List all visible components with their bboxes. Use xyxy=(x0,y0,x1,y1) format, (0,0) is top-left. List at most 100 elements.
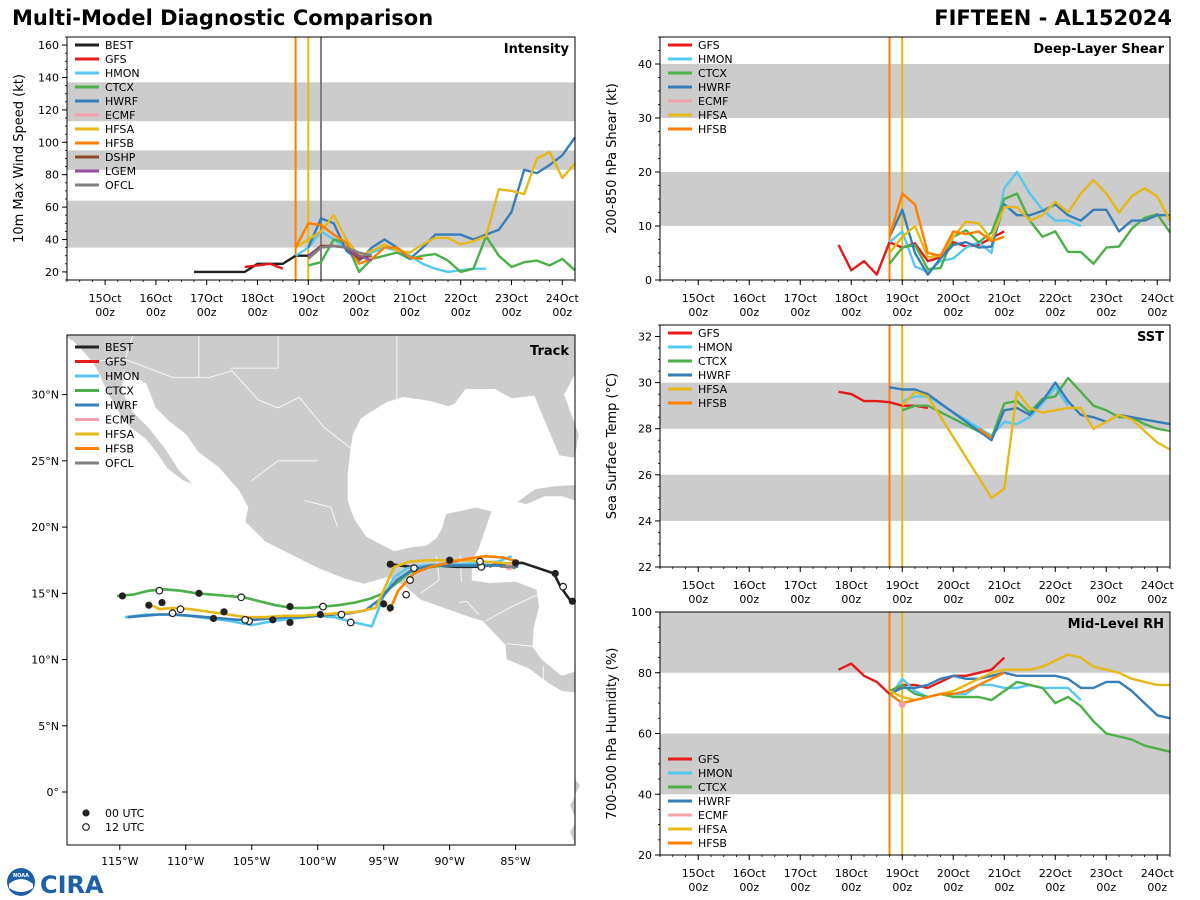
x-tick-label: 110°W xyxy=(167,855,204,868)
legend-label: HMON xyxy=(698,53,733,66)
series-line-hwrf xyxy=(888,671,1171,720)
legend-label: 12 UTC xyxy=(105,821,145,834)
marker-12utc xyxy=(476,557,484,566)
x-tick-label: 00z xyxy=(95,306,115,319)
y-axis-label: 10m Max Wind Speed (kt) xyxy=(12,74,27,243)
x-tick-label: 19Oct xyxy=(886,292,920,305)
legend-label: CTCX xyxy=(698,67,727,80)
x-tick-label: 00z xyxy=(197,306,217,319)
y-tick-label: 100 xyxy=(38,136,59,149)
x-tick-label: 00z xyxy=(451,306,471,319)
border-line xyxy=(458,600,479,615)
x-tick-label: 00z xyxy=(146,306,166,319)
border-line xyxy=(485,592,541,622)
legend-label: CTCX xyxy=(105,385,134,398)
series-line-hwrf xyxy=(307,136,576,262)
sst-chart: 22242628303215Oct00z16Oct00z17Oct00z18Oc… xyxy=(605,324,1175,606)
shaded-band xyxy=(660,64,1170,118)
x-tick-label: 00z xyxy=(1147,306,1167,319)
intensity-chart: 2040608010012014016015Oct00z16Oct00z17Oc… xyxy=(12,36,579,319)
series-line-hfsa xyxy=(888,178,1172,259)
marker-12utc xyxy=(155,586,164,595)
marker-00utc xyxy=(220,608,228,616)
series-line-gfs xyxy=(244,262,284,270)
series-line-hfsb xyxy=(888,192,1005,257)
x-tick-label: 20Oct xyxy=(937,579,971,592)
cira-text: CIRA xyxy=(40,871,104,898)
y-tick-label: 100 xyxy=(631,606,652,619)
marker-12utc xyxy=(559,582,568,591)
marker-00utc xyxy=(512,559,520,567)
x-tick-label: 21Oct xyxy=(988,579,1022,592)
panel-title: Mid-Level RH xyxy=(1068,617,1164,632)
shaded-band xyxy=(660,733,1170,795)
x-tick-label: 00z xyxy=(943,306,963,319)
series-line-gfs xyxy=(837,230,1005,276)
x-tick-label: 17Oct xyxy=(784,867,818,880)
y-tick-label: 120 xyxy=(38,104,59,117)
noaa-text: NOAA xyxy=(13,873,29,879)
series-point-ecmf xyxy=(898,701,906,709)
y-tick-label: 160 xyxy=(38,39,59,52)
shear-chart: 01020304015Oct00z16Oct00z17Oct00z18Oct00… xyxy=(605,36,1174,319)
x-tick-label: 22Oct xyxy=(444,292,478,305)
legend-label: GFS xyxy=(698,753,720,766)
x-tick-label: 00z xyxy=(790,593,810,606)
x-tick-label: 00z xyxy=(1096,881,1116,894)
marker-12utc xyxy=(319,602,327,611)
series-line-hfsa xyxy=(294,150,576,257)
x-tick-label: 24Oct xyxy=(1141,579,1175,592)
x-tick-label: 19Oct xyxy=(886,867,920,880)
y-tick-label: 40 xyxy=(45,234,59,247)
legend-label: HFSB xyxy=(698,123,727,136)
legend-label: BEST xyxy=(105,39,133,52)
x-tick-label: 16Oct xyxy=(733,579,767,592)
x-tick-label: 105°W xyxy=(233,855,270,868)
x-tick-label: 21Oct xyxy=(393,292,427,305)
legend-label: GFS xyxy=(105,53,127,66)
x-tick-label: 23Oct xyxy=(495,292,529,305)
x-tick-label: 23Oct xyxy=(1090,867,1124,880)
x-tick-label: 22Oct xyxy=(1039,867,1073,880)
border-line xyxy=(92,358,353,450)
x-tick-label: 00z xyxy=(739,593,759,606)
legend-label: OFCL xyxy=(105,179,135,192)
legend-label: HFSA xyxy=(105,428,135,441)
legend-label: CTCX xyxy=(698,355,727,368)
legend-label: HMON xyxy=(698,341,733,354)
x-tick-label: 00z xyxy=(892,306,912,319)
x-tick-label: 00z xyxy=(688,306,708,319)
series-line-ctcx xyxy=(308,235,576,274)
x-tick-label: 00z xyxy=(994,593,1014,606)
x-tick-label: 15Oct xyxy=(89,292,123,305)
x-tick-label: 00z xyxy=(298,306,318,319)
marker-12utc xyxy=(337,610,346,619)
land-cuba xyxy=(516,484,576,505)
panel-title: SST xyxy=(1137,330,1164,345)
marker-00utc xyxy=(269,616,277,624)
shaded-band xyxy=(660,474,1170,521)
y-tick-label: 10 xyxy=(638,220,652,233)
marker-00utc xyxy=(158,598,166,607)
y-axis-label: 700-500 hPa Humidity (%) xyxy=(605,648,620,820)
track-chart: 115°W 110°W 105°W 100°W 95°W 90°W 85°W 0° 5°N 10°… xyxy=(31,315,581,868)
y-tick-label: 40 xyxy=(638,788,652,801)
series-line-best xyxy=(194,254,309,274)
x-tick-label: 00z xyxy=(688,593,708,606)
x-tick-label: 00z xyxy=(892,593,912,606)
series-line-hmon xyxy=(294,230,487,274)
legend-label: HFSB xyxy=(698,837,727,850)
y-tick-label: 40 xyxy=(638,58,652,71)
x-tick-label: 00z xyxy=(1096,306,1116,319)
x-tick-label: 00z xyxy=(1045,881,1065,894)
legend-label: ECMF xyxy=(698,809,728,822)
legend-label: GFS xyxy=(698,327,720,340)
y-tick-label: 60 xyxy=(45,201,59,214)
y-tick-label: 30°N xyxy=(31,389,59,402)
legend-label: HFSA xyxy=(698,383,728,396)
x-tick-label: 00z xyxy=(994,881,1014,894)
legend-label: CTCX xyxy=(698,781,727,794)
x-tick-label: 00z xyxy=(552,306,572,319)
marker-00utc xyxy=(386,560,394,568)
marker-12utc xyxy=(406,576,414,584)
